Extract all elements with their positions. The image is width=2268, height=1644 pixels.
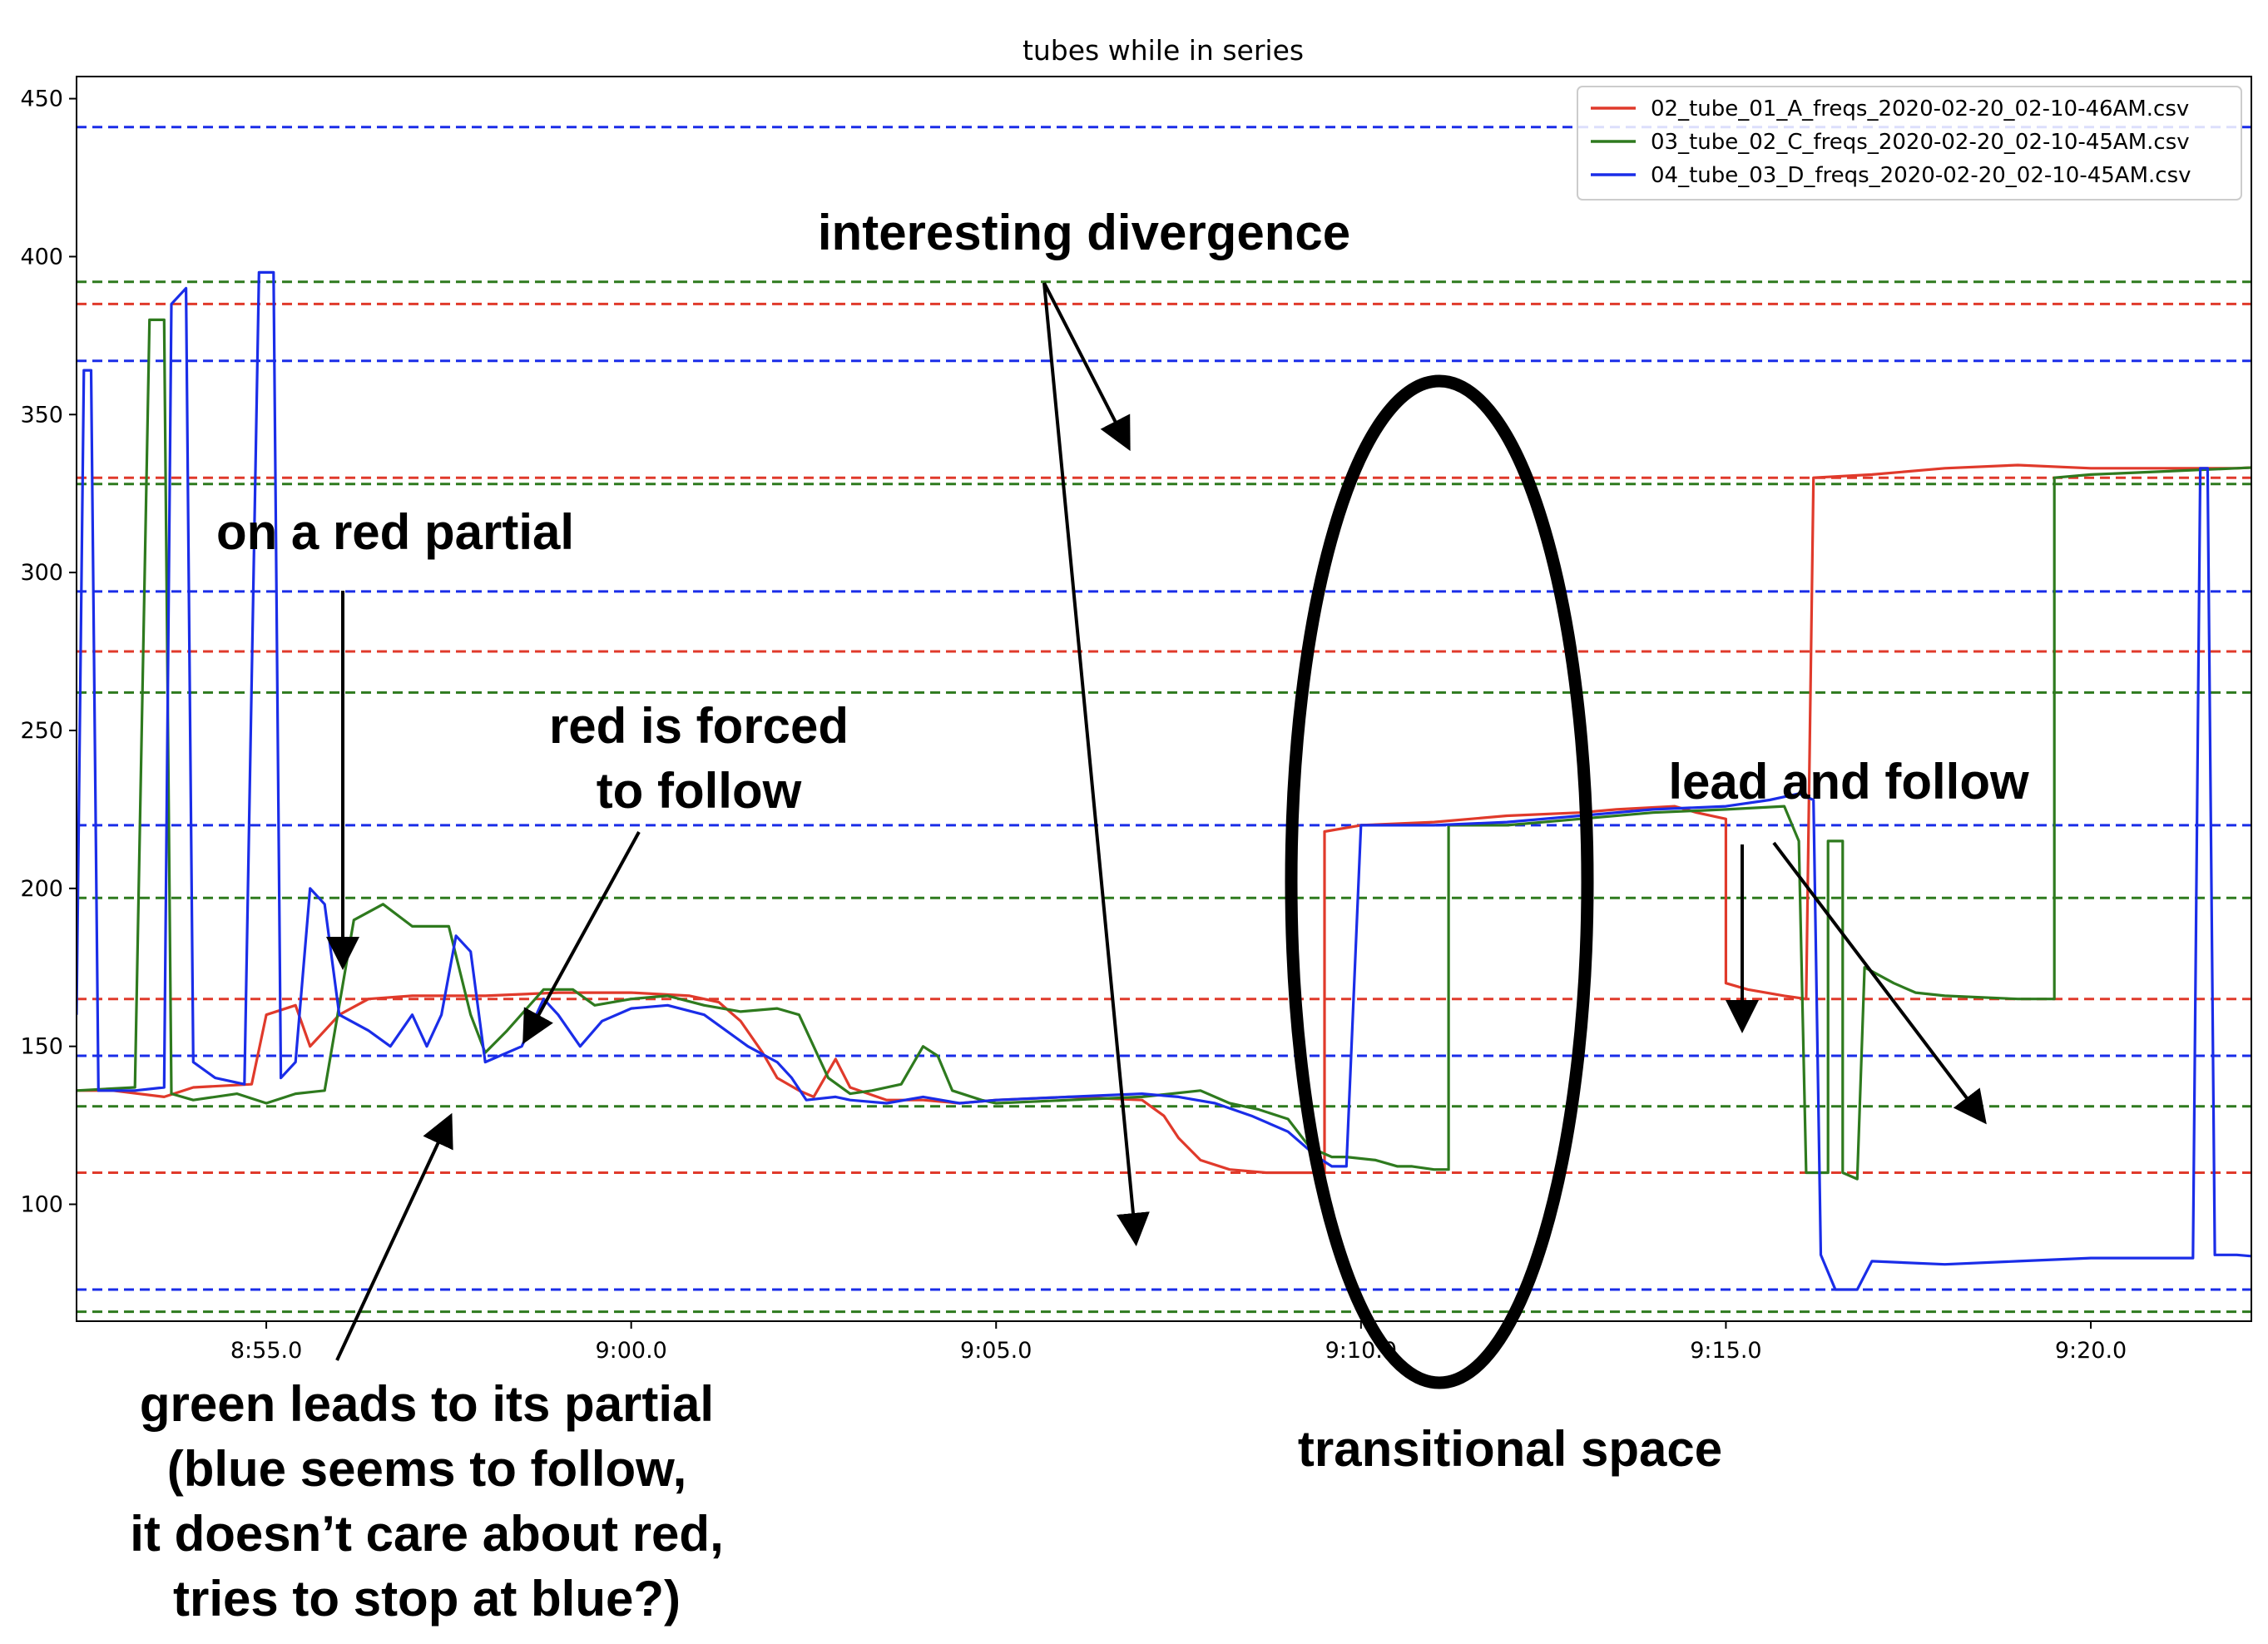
y-tick-label: 200 bbox=[20, 876, 63, 902]
x-tick-label: 9:15.0 bbox=[1690, 1338, 1761, 1364]
series-lines bbox=[77, 270, 2251, 1291]
annotation-lead-and-follow: lead and follow bbox=[1668, 754, 2029, 810]
annotation-line: on a red partial bbox=[216, 504, 574, 560]
annotation-arrow bbox=[522, 831, 641, 1045]
annotation-line: green leads to its partial bbox=[140, 1376, 714, 1432]
y-tick-label: 450 bbox=[20, 87, 63, 112]
y-tick-label: 350 bbox=[20, 402, 63, 428]
annotations: on a red partial red is forced to follow … bbox=[130, 205, 2029, 1627]
x-tick-label: 8:55.0 bbox=[230, 1338, 302, 1364]
legend-box bbox=[1577, 86, 2242, 201]
x-axis: 8:55.0 9:00.0 9:05.0 9:10.0 9:15.0 9:20.0 bbox=[230, 1321, 2127, 1364]
x-tick-label: 9:00.0 bbox=[595, 1338, 666, 1364]
annotation-line: interesting divergence bbox=[818, 205, 1350, 260]
annotation-red-forced: red is forced to follow bbox=[549, 698, 849, 819]
y-tick-label: 300 bbox=[20, 560, 63, 586]
legend-label: 02_tube_01_A_freqs_2020-02-20_02-10-46AM… bbox=[1651, 97, 2189, 121]
x-tick-label: 9:05.0 bbox=[960, 1338, 1032, 1364]
y-tick-label: 150 bbox=[20, 1034, 63, 1060]
annotation-line: lead and follow bbox=[1668, 754, 2029, 810]
annotation-line: tries to stop at blue?) bbox=[173, 1571, 681, 1627]
y-tick-label: 100 bbox=[20, 1192, 63, 1218]
annotation-interesting-divergence: interesting divergence bbox=[818, 205, 1350, 260]
annotation-line: transitional space bbox=[1298, 1421, 1722, 1477]
plot-frame bbox=[76, 76, 2252, 1322]
legend-label: 03_tube_02_C_freqs_2020-02-20_02-10-45AM… bbox=[1651, 130, 2190, 155]
legend-label: 04_tube_03_D_freqs_2020-02-20_02-10-45AM… bbox=[1651, 163, 2191, 188]
annotation-arrow bbox=[1772, 841, 1987, 1125]
annotation-arrow bbox=[1042, 282, 1131, 452]
annotation-line: red is forced bbox=[549, 698, 849, 754]
y-tick-label: 250 bbox=[20, 718, 63, 744]
annotation-arrow bbox=[335, 1112, 453, 1361]
chart-title: tubes while in series bbox=[1023, 34, 1304, 67]
y-axis: 100 150 200 250 300 350 400 450 bbox=[20, 87, 77, 1218]
legend: 02_tube_01_A_freqs_2020-02-20_02-10-46AM… bbox=[1577, 86, 2242, 201]
series-line-2 bbox=[77, 318, 2251, 1181]
annotation-line: (blue seems to follow, bbox=[167, 1441, 687, 1497]
annotation-on-a-red-partial: on a red partial bbox=[216, 504, 574, 560]
x-tick-label: 9:20.0 bbox=[2055, 1338, 2127, 1364]
series-line-3 bbox=[77, 270, 2251, 1291]
annotation-arrow bbox=[1042, 282, 1150, 1246]
annotation-line: to follow bbox=[597, 763, 802, 819]
y-tick-label: 400 bbox=[20, 244, 63, 270]
transitional-space-ellipse bbox=[1285, 374, 1594, 1389]
annotation-green-leads: green leads to its partial (blue seems to… bbox=[130, 1376, 723, 1627]
annotation-transitional-space: transitional space bbox=[1298, 1421, 1722, 1477]
annotation-line: it doesn’t care about red, bbox=[130, 1506, 723, 1562]
